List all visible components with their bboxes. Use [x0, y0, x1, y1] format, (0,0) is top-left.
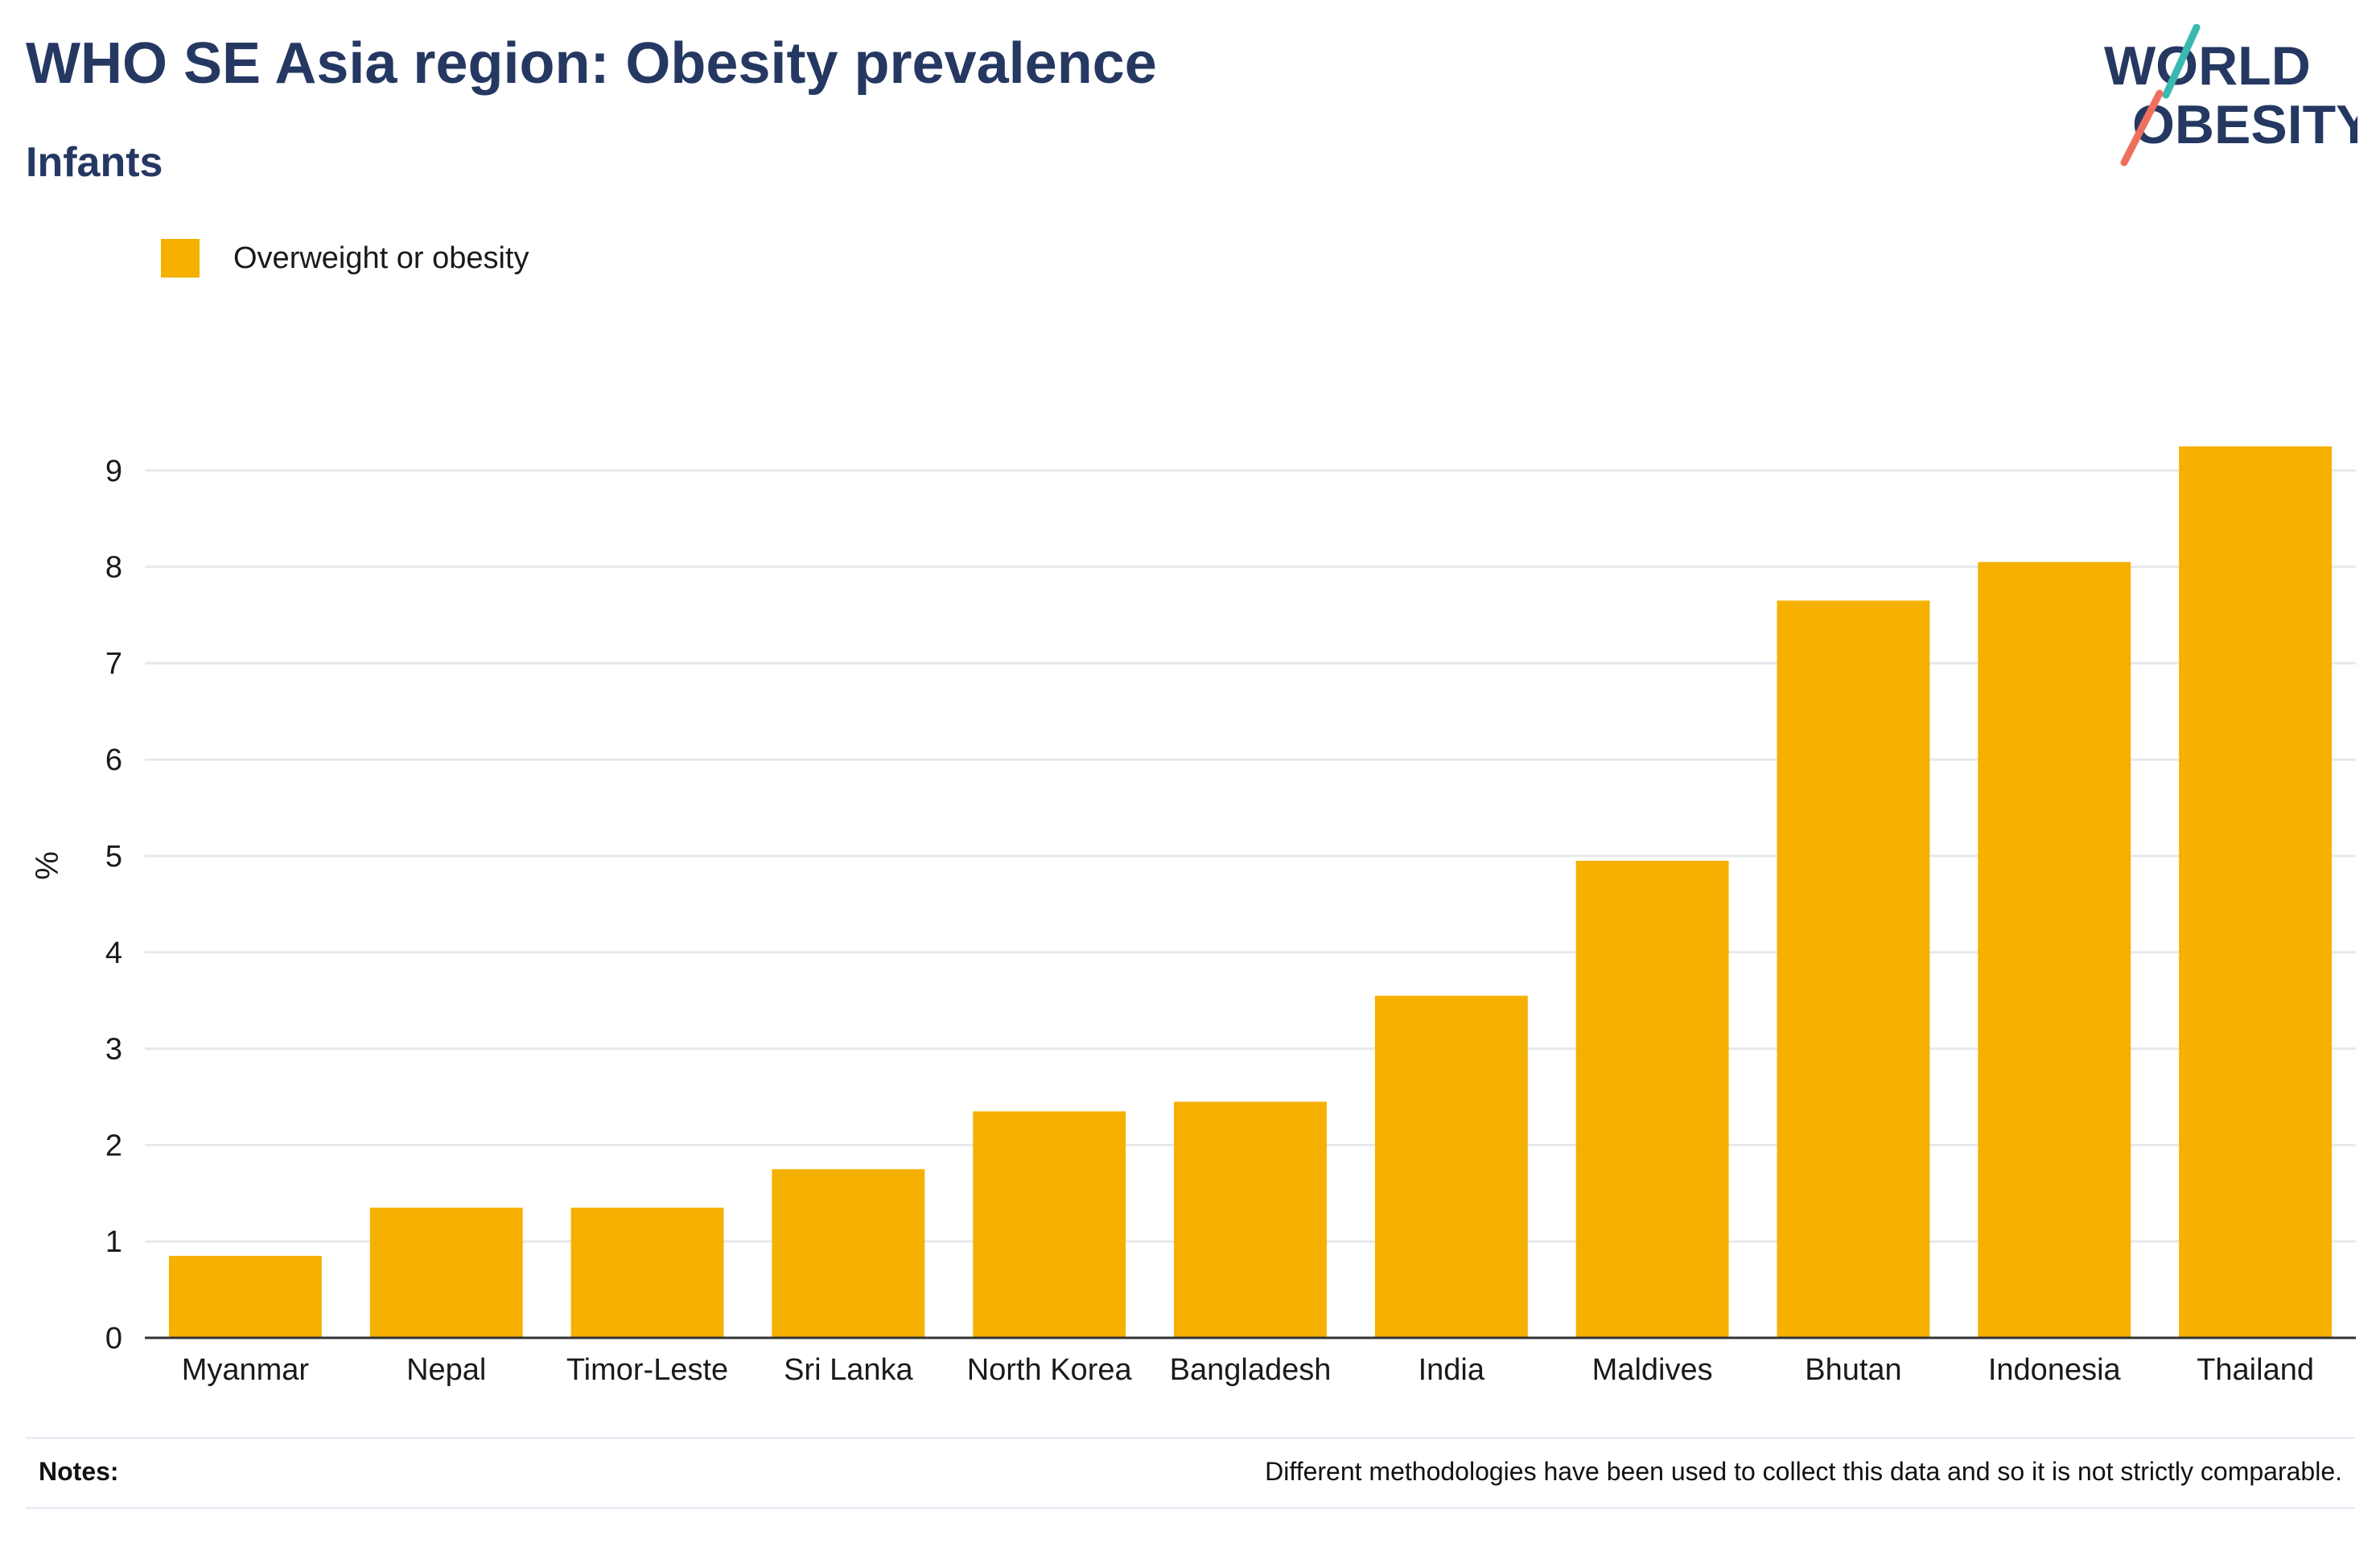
- bar-myanmar: [168, 1256, 322, 1338]
- bar-chart: 0 1 2 3 4 5 6 7 8 9 Myanmar Nepal Timor-Leste Sri La…: [30, 446, 2356, 1387]
- x-tick-label: Myanmar: [182, 1353, 310, 1387]
- x-tick-label: Indonesia: [1988, 1353, 2122, 1387]
- x-tick-label: Maldives: [1592, 1353, 1713, 1387]
- bar-timor-leste: [570, 1208, 724, 1338]
- logo-slash-coral: [2120, 89, 2164, 167]
- logo-word-world: WORLD: [2104, 35, 2311, 97]
- x-tick-label: Bhutan: [1805, 1353, 1901, 1387]
- chart-title: WHO SE Asia region: Obesity prevalence: [26, 31, 1157, 96]
- legend-label: Overweight or obesity: [233, 241, 529, 275]
- notes-bar: Notes: Different methodologies have been…: [26, 1437, 2355, 1509]
- y-tick-label: 4: [105, 936, 122, 970]
- y-tick-label: 6: [105, 743, 122, 777]
- y-tick-label: 7: [105, 647, 122, 681]
- x-tick-label: Thailand: [2197, 1353, 2314, 1387]
- y-tick-label: 8: [105, 551, 122, 585]
- bar-sri-lanka: [772, 1169, 925, 1338]
- bar-bhutan: [1777, 600, 1930, 1338]
- x-tick-label: Nepal: [406, 1353, 486, 1387]
- bar-nepal: [369, 1208, 523, 1338]
- bars: [168, 446, 2333, 1338]
- logo-word-obesity: OBESITY: [2132, 94, 2357, 155]
- y-tick-label: 5: [105, 840, 122, 874]
- bar-india: [1374, 995, 1528, 1338]
- logo-slash-teal: [2162, 24, 2201, 99]
- bar-indonesia: [1978, 562, 2131, 1338]
- y-axis-ticks: 0 1 2 3 4 5 6 7 8 9: [105, 455, 122, 1356]
- bar-north-korea: [973, 1111, 1126, 1338]
- chart-legend: Overweight or obesity: [161, 239, 529, 278]
- y-tick-label: 3: [105, 1033, 122, 1067]
- y-tick-label: 2: [105, 1129, 122, 1162]
- bar-bangladesh: [1174, 1101, 1327, 1338]
- world-obesity-logo: WORLD OBESITY: [2104, 24, 2357, 167]
- bar-maldives: [1575, 860, 1729, 1338]
- y-tick-label: 0: [105, 1322, 122, 1356]
- legend-swatch: [161, 239, 200, 278]
- y-tick-label: 1: [105, 1225, 122, 1259]
- x-axis-ticks: Myanmar Nepal Timor-Leste Sri Lanka North Ko…: [182, 1353, 2314, 1387]
- x-tick-label: Sri Lanka: [784, 1353, 913, 1387]
- chart-subtitle: Infants: [26, 139, 163, 186]
- notes-text: Different methodologies have been used t…: [1265, 1457, 2342, 1486]
- y-tick-label: 9: [105, 455, 122, 488]
- x-tick-label: Bangladesh: [1170, 1353, 1332, 1387]
- x-tick-label: India: [1419, 1353, 1485, 1387]
- bar-thailand: [2179, 446, 2333, 1338]
- x-tick-label: North Korea: [967, 1353, 1133, 1387]
- notes-label: Notes:: [39, 1457, 119, 1486]
- y-axis-label: %: [30, 851, 65, 880]
- x-tick-label: Timor-Leste: [566, 1353, 728, 1387]
